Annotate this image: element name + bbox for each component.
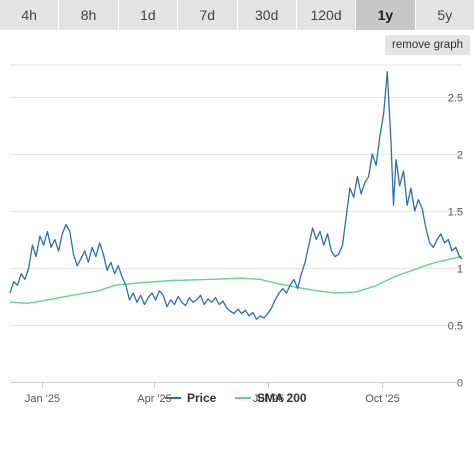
tab-1d[interactable]: 1d <box>118 0 179 30</box>
timeframe-tabs: 4h 8h 1d 7d 30d 120d 1y 5y <box>0 0 474 30</box>
tab-4h[interactable]: 4h <box>0 0 60 30</box>
legend-item-price-label[interactable]: Price <box>187 391 217 405</box>
sma-200-series-line <box>9 255 463 304</box>
y-tick-label: 0.5 <box>448 321 463 333</box>
y-tick-label: 1.5 <box>448 207 463 219</box>
tab-8h[interactable]: 8h <box>59 0 119 30</box>
y-tick-label: 2.5 <box>448 93 463 105</box>
chart-series <box>9 71 463 320</box>
legend-item-sma-200-label[interactable]: SMA 200 <box>257 391 307 405</box>
x-tick-label: Jul '25 <box>253 393 284 405</box>
tab-5y[interactable]: 5y <box>415 0 474 30</box>
chart-legend: Price SMA 200 <box>165 391 307 405</box>
x-tick-label: Oct '25 <box>365 393 400 405</box>
x-tick-label: Jan '25 <box>25 393 60 405</box>
chart-axes: 0 0.5 1 1.5 2 2.5 Jan '25 Apr '25 Jul '25 Oct '25 <box>10 93 463 405</box>
y-tick-label: 1 <box>457 264 463 276</box>
tab-7d[interactable]: 7d <box>178 0 238 30</box>
x-tick-label: Apr '25 <box>137 393 172 405</box>
remove-graph-button[interactable]: remove graph <box>385 35 470 55</box>
tab-120d[interactable]: 120d <box>296 0 357 30</box>
y-tick-label: 2 <box>457 150 463 162</box>
price-series-line <box>9 71 463 320</box>
y-tick-label: 0 <box>457 378 463 390</box>
tab-30d[interactable]: 30d <box>237 0 297 30</box>
price-chart: 0 0.5 1 1.5 2 2.5 Jan '25 Apr '25 Jul '25 Oct '25… <box>9 64 463 405</box>
tab-1y[interactable]: 1y <box>356 0 416 30</box>
chart-grid <box>10 64 462 326</box>
